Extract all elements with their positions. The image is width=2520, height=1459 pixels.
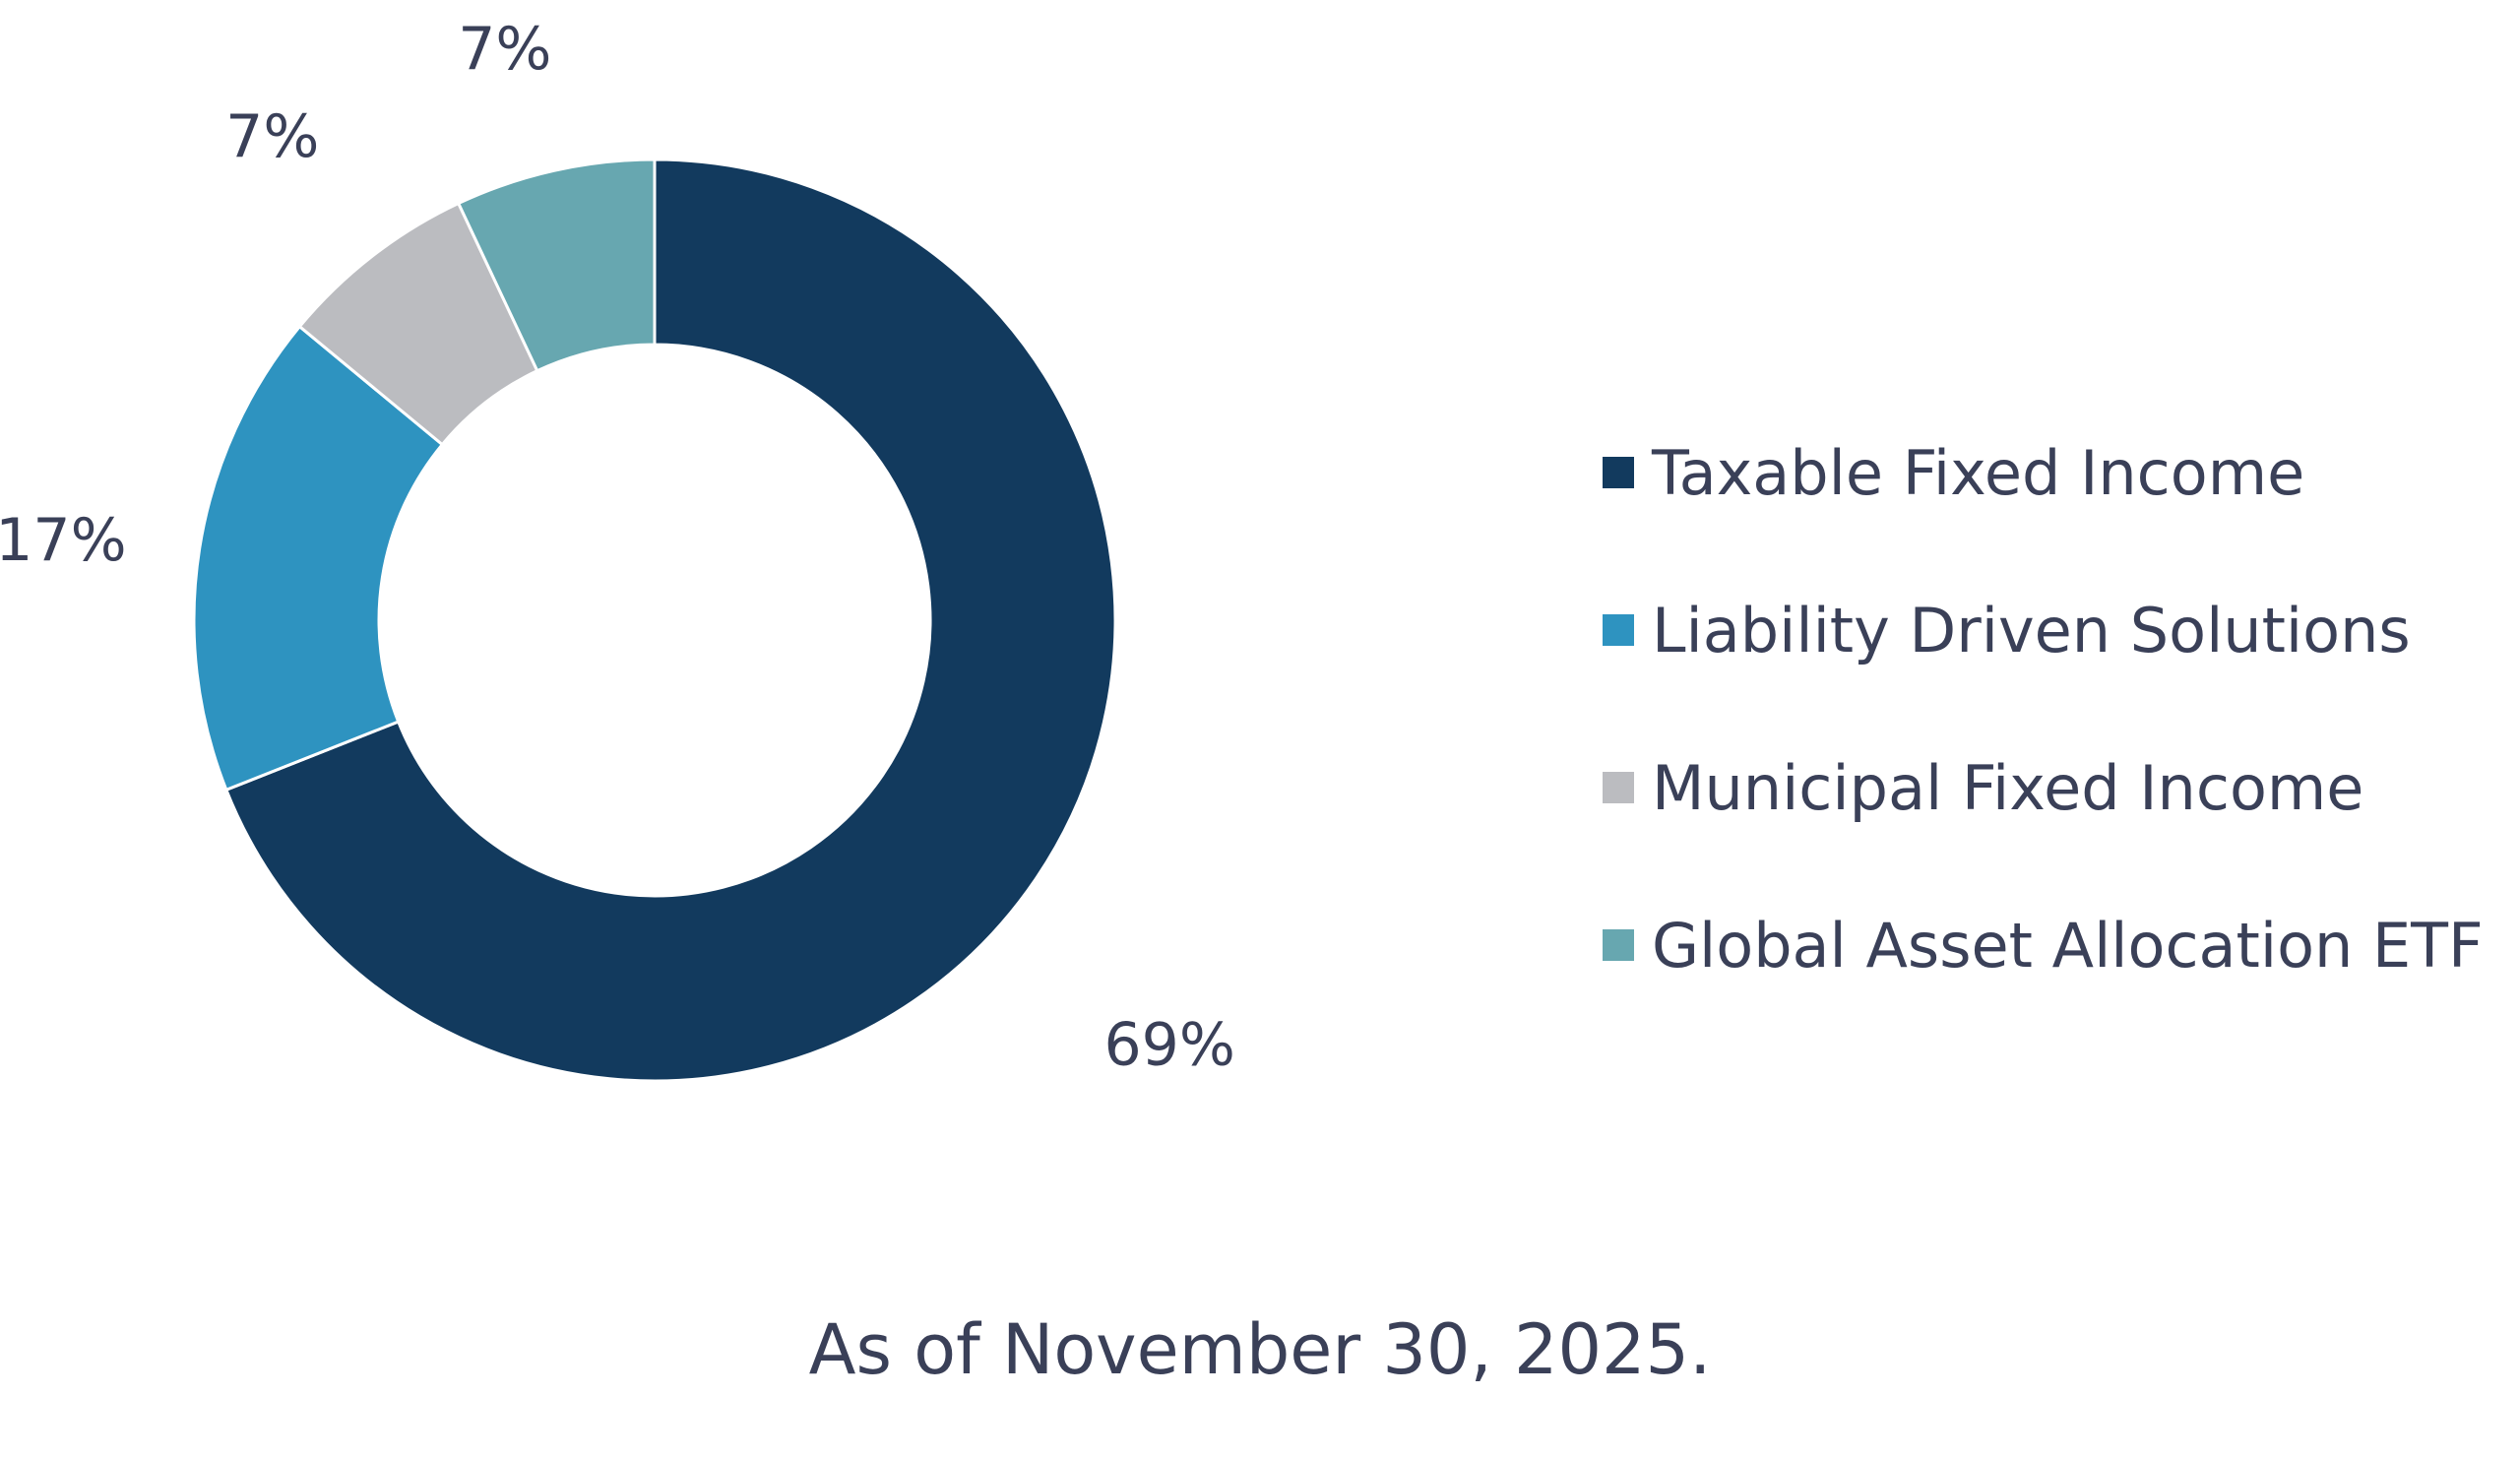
slice-liability-driven-solutions — [192, 324, 445, 793]
legend-item-liability-driven-solutions: Liability Driven Solutions — [1603, 551, 2484, 709]
slice-labels: 69% 17% 7% 7% — [0, 15, 1235, 1079]
legend-swatch-icon — [1603, 772, 1634, 803]
slice-global-asset-allocation-etf — [456, 158, 657, 373]
as-of-date-footnote: As of November 30, 2025. — [808, 1309, 1712, 1390]
legend-swatch-icon — [1603, 929, 1634, 961]
data-label-liability-driven-solutions: 17% — [0, 506, 127, 575]
chart-legend: Taxable Fixed Income Liability Driven Sol… — [1603, 394, 2484, 1024]
legend-label: Liability Driven Solutions — [1652, 594, 2411, 666]
data-label-taxable-fixed-income: 69% — [1103, 1010, 1234, 1079]
legend-swatch-icon — [1603, 457, 1634, 488]
legend-label: Global Asset Allocation ETF — [1652, 909, 2484, 982]
slice-taxable-fixed-income — [223, 158, 1117, 1083]
legend-swatch-icon — [1603, 614, 1634, 646]
data-label-global-asset-allocation-etf: 7% — [458, 15, 551, 84]
legend-label: Taxable Fixed Income — [1652, 436, 2305, 509]
legend-label: Municipal Fixed Income — [1652, 751, 2364, 824]
data-label-municipal-fixed-income: 7% — [225, 102, 319, 171]
legend-item-taxable-fixed-income: Taxable Fixed Income — [1603, 394, 2484, 551]
legend-item-global-asset-allocation-etf: Global Asset Allocation ETF — [1603, 866, 2484, 1024]
donut-slices — [192, 158, 1117, 1083]
legend-item-municipal-fixed-income: Municipal Fixed Income — [1603, 709, 2484, 866]
